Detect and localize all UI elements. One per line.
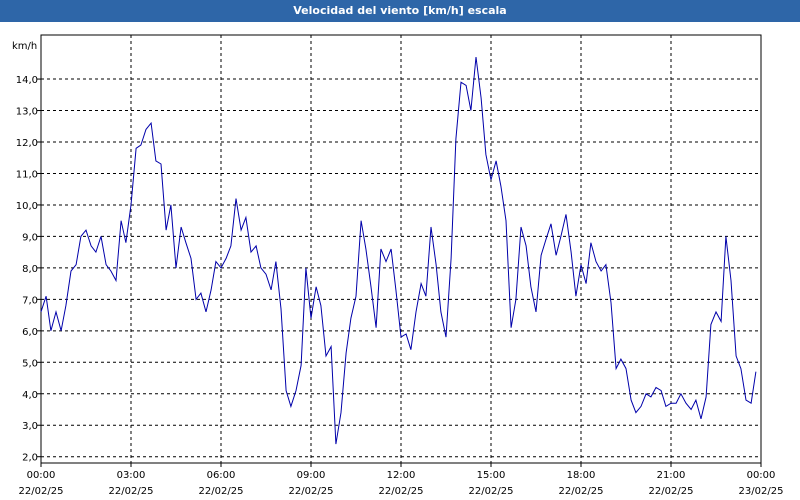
x-tick-date-label: 22/02/25 bbox=[109, 486, 154, 497]
y-tick-label: 11,0 bbox=[16, 169, 38, 180]
x-tick-time-label: 03:00 bbox=[117, 470, 146, 481]
x-tick-time-label: 09:00 bbox=[297, 470, 326, 481]
x-tick-date-label: 22/02/25 bbox=[379, 486, 424, 497]
x-tick-time-label: 21:00 bbox=[657, 470, 686, 481]
x-tick-time-label: 06:00 bbox=[207, 470, 236, 481]
x-tick-time-label: 18:00 bbox=[567, 470, 596, 481]
x-tick-date-label: 22/02/25 bbox=[199, 486, 244, 497]
wind-speed-series-line bbox=[40, 56, 757, 445]
x-tick-date-label: 22/02/25 bbox=[649, 486, 694, 497]
x-tick-time-label: 15:00 bbox=[477, 470, 506, 481]
y-tick-label: 3,0 bbox=[22, 421, 38, 432]
chart-title: Velocidad del viento [km/h] escala bbox=[0, 0, 800, 22]
x-tick-time-label: 00:00 bbox=[27, 470, 56, 481]
y-axis-unit-label: km/h bbox=[12, 41, 37, 52]
y-tick-label: 10,0 bbox=[16, 201, 38, 212]
x-tick-date-label: 23/02/25 bbox=[739, 486, 784, 497]
plot-area-frame bbox=[40, 34, 762, 464]
x-tick-time-label: 12:00 bbox=[387, 470, 416, 481]
x-tick-date-label: 22/02/25 bbox=[559, 486, 604, 497]
x-tick-date-label: 22/02/25 bbox=[19, 486, 64, 497]
y-tick-label: 9,0 bbox=[22, 232, 38, 243]
y-tick-label: 8,0 bbox=[22, 264, 38, 275]
x-tick-date-label: 22/02/25 bbox=[289, 486, 334, 497]
x-tick-time-label: 00:00 bbox=[747, 470, 776, 481]
y-tick-label: 4,0 bbox=[22, 390, 38, 401]
y-tick-label: 14,0 bbox=[16, 75, 38, 86]
x-tick-date-label: 22/02/25 bbox=[469, 486, 514, 497]
y-tick-label: 5,0 bbox=[22, 358, 38, 369]
y-tick-label: 6,0 bbox=[22, 327, 38, 338]
y-tick-label: 7,0 bbox=[22, 295, 38, 306]
y-tick-label: 2,0 bbox=[22, 453, 38, 464]
y-tick-label: 13,0 bbox=[16, 107, 38, 118]
y-tick-label: 12,0 bbox=[16, 138, 38, 149]
